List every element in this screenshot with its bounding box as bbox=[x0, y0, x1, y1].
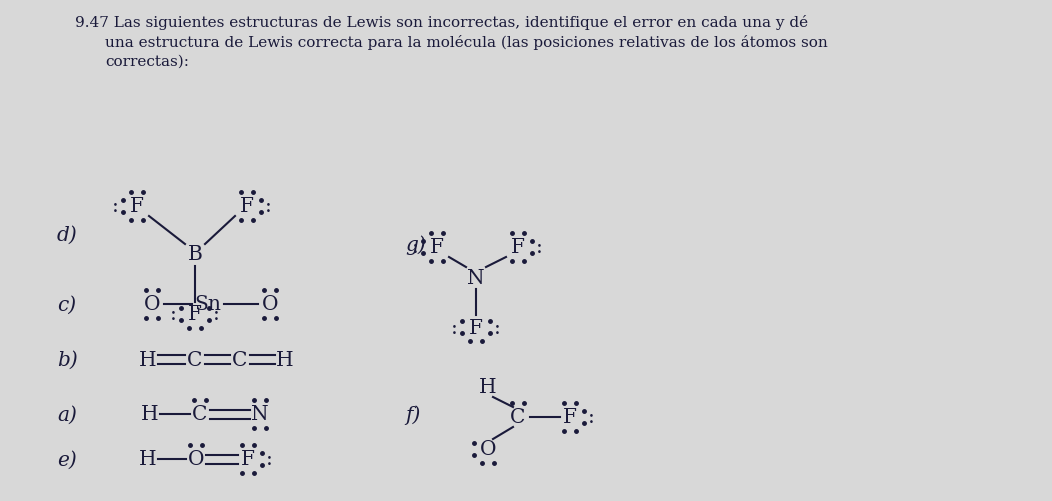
Text: c): c) bbox=[57, 295, 76, 314]
Text: C: C bbox=[232, 350, 247, 369]
Text: N: N bbox=[467, 268, 485, 287]
Text: F: F bbox=[130, 197, 144, 216]
Text: H: H bbox=[480, 378, 497, 397]
Text: d): d) bbox=[57, 225, 78, 244]
Text: :: : bbox=[170, 305, 177, 324]
Text: F: F bbox=[430, 238, 444, 257]
Text: H: H bbox=[141, 405, 159, 424]
Text: una estructura de Lewis correcta para la molécula (las posiciones relativas de l: una estructura de Lewis correcta para la… bbox=[105, 35, 828, 50]
Text: :: : bbox=[451, 318, 458, 337]
Text: g): g) bbox=[405, 234, 426, 255]
Text: C: C bbox=[510, 408, 526, 427]
Text: f): f) bbox=[405, 404, 421, 424]
Text: B: B bbox=[187, 245, 202, 264]
Text: b): b) bbox=[57, 350, 78, 369]
Text: H: H bbox=[139, 350, 157, 369]
Text: F: F bbox=[188, 305, 202, 324]
Text: F: F bbox=[511, 238, 525, 257]
Text: C: C bbox=[193, 405, 207, 424]
Text: a): a) bbox=[57, 405, 77, 424]
Text: :: : bbox=[588, 408, 594, 427]
Text: :: : bbox=[494, 318, 501, 337]
Text: H: H bbox=[277, 350, 294, 369]
Text: C: C bbox=[187, 350, 203, 369]
Text: :: : bbox=[537, 238, 543, 257]
Text: 9.47 Las siguientes estructuras de Lewis son incorrectas, identifique el error e: 9.47 Las siguientes estructuras de Lewis… bbox=[75, 15, 808, 30]
Text: Sn: Sn bbox=[195, 295, 221, 314]
Text: :: : bbox=[213, 305, 220, 324]
Text: H: H bbox=[139, 449, 157, 468]
Text: F: F bbox=[240, 197, 254, 216]
Text: :: : bbox=[412, 238, 419, 257]
Text: O: O bbox=[144, 295, 160, 314]
Text: e): e) bbox=[57, 449, 77, 468]
Text: O: O bbox=[480, 439, 497, 458]
Text: F: F bbox=[563, 408, 576, 427]
Text: F: F bbox=[241, 449, 255, 468]
Text: :: : bbox=[113, 197, 119, 216]
Text: N: N bbox=[251, 405, 269, 424]
Text: :: : bbox=[265, 197, 271, 216]
Text: O: O bbox=[262, 295, 278, 314]
Text: correctas):: correctas): bbox=[105, 55, 189, 69]
Text: O: O bbox=[187, 449, 204, 468]
Text: F: F bbox=[469, 318, 483, 337]
Text: :: : bbox=[266, 449, 272, 468]
